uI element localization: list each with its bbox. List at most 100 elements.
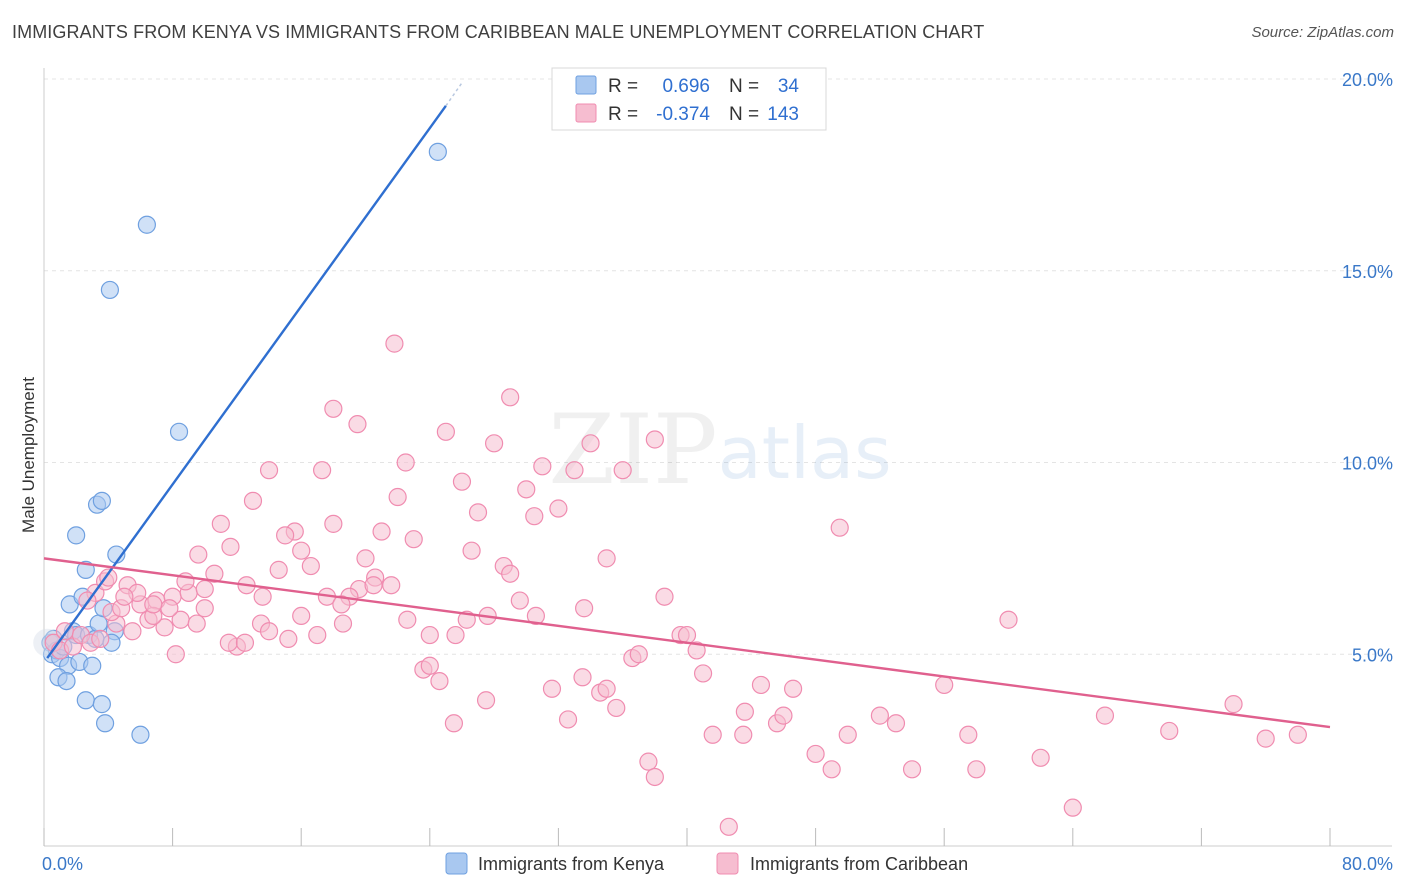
caribbean-point-117 [420,656,439,675]
stats-legend-caribbean-n-label: N = [729,104,759,125]
caribbean-point-86 [308,625,327,645]
stats-legend-kenya-n-label: N = [729,76,759,97]
caribbean-point-30 [221,537,240,556]
caribbean-point-56 [639,752,658,771]
caribbean-point-57 [655,587,674,606]
caribbean-point-100 [533,457,552,476]
kenya-point-28 [95,714,115,733]
caribbean-point-69 [902,760,922,779]
caribbean-point-70 [935,675,954,695]
caribbean-point-96 [468,503,488,522]
y-axis-label: Male Unemployment [19,377,38,533]
caribbean-point-84 [276,526,295,545]
y-tick-labels: 5.0% 10.0% 15.0% 20.0% [1342,70,1393,665]
stats-legend-frame [551,67,827,131]
caribbean-point-105 [613,461,632,480]
caribbean-point-97 [485,434,504,453]
caribbean-point-107 [645,430,664,449]
caribbean-point-76 [1160,721,1179,741]
caribbean-point-68 [870,706,890,725]
caribbean-point-103 [581,434,600,453]
kenya-point-18 [67,526,86,545]
caribbean-point-118 [444,714,464,733]
caribbean-point-44 [446,625,465,645]
stats-legend: R = 0.696 N = 34 R = -0.374 N = 143 [551,67,827,131]
kenya-point-19 [76,560,95,579]
grid [44,78,1392,655]
caribbean-point-112 [312,461,332,480]
chart-source: Source: ZipAtlas.com [1251,24,1394,41]
x-tick-labels: 0.0% 80.0% [42,854,1393,874]
caribbean-point-80 [211,514,230,533]
stats-legend-kenya-n-value: 34 [778,76,800,97]
caribbean-point-99 [517,480,536,499]
caribbean-point-111 [279,629,298,649]
caribbean-point-134 [292,606,311,626]
caribbean-point-77 [1224,695,1243,714]
caribbean-point-66 [806,744,825,764]
legend-kenya-swatch [445,852,468,875]
caribbean-point-71 [967,760,986,779]
caribbean-point-115 [385,334,404,353]
kenya-point-13 [83,656,102,675]
caribbean-point-116 [396,453,415,472]
kenya-point-31 [137,215,156,234]
caribbean-point-130 [886,714,906,733]
caribbean-point-90 [372,522,391,541]
caribbean-point-20 [195,579,214,599]
caribbean-point-10 [155,618,174,637]
caribbean-point-74 [1063,798,1082,817]
caribbean-point-54 [607,698,626,718]
caribbean-point-62 [735,702,754,721]
kenya-point-11 [57,671,76,691]
caribbean-point-91 [388,487,407,507]
axes [43,68,1392,847]
caribbean-point-95 [452,472,472,491]
caribbean-trend-line [43,557,1331,729]
caribbean-point-32 [253,587,272,606]
x-tick-label-0: 0.0% [42,854,83,874]
caribbean-point-65 [783,679,803,698]
kenya-point-29 [131,725,150,744]
y-tick-label-1: 10.0% [1342,454,1393,474]
caribbean-point-124 [645,767,664,787]
caribbean-point-48 [510,591,529,610]
caribbean-point-26 [160,599,179,618]
caribbean-point-127 [734,725,753,744]
caribbean-point-137 [144,595,163,614]
caribbean-point-114 [348,415,367,434]
caribbean-point-113 [324,399,343,418]
stats-legend-caribbean-swatch [575,103,597,123]
caribbean-point-102 [565,461,584,480]
caribbean-point-141 [166,645,185,664]
caribbean-point-33 [269,560,288,579]
y-tick-label-0: 5.0% [1352,645,1393,665]
caribbean-point-93 [420,625,439,645]
caribbean-point-131 [959,725,978,744]
caribbean-point-63 [751,675,771,695]
stats-legend-kenya-r-value: 0.696 [662,76,710,97]
caribbean-point-128 [774,706,793,725]
caribbean-point-133 [259,622,279,641]
caribbean-point-142 [830,518,849,537]
caribbean-point-85 [292,541,311,560]
kenya-trend-extension [445,82,463,107]
caribbean-point-45 [462,541,481,560]
stats-legend-caribbean-r-value: -0.374 [656,104,710,125]
caribbean-point-106 [629,645,648,664]
caribbean-point-75 [1095,706,1115,725]
legend-kenya-label: Immigrants from Kenya [478,854,665,874]
caribbean-point-94 [436,422,455,441]
caribbean-point-104 [597,549,616,568]
caribbean-point-51 [558,710,578,729]
caribbean-point-60 [703,725,722,744]
series-caribbean-points [44,334,1307,836]
kenya-trend-line [46,105,447,659]
caribbean-point-132 [195,599,214,618]
caribbean-point-121 [525,507,544,526]
caribbean-point-72 [999,610,1018,629]
chart-title: IMMIGRANTS FROM KENYA VS IMMIGRANTS FROM… [12,22,985,42]
caribbean-point-41 [398,610,417,629]
caribbean-point-35 [301,556,320,576]
